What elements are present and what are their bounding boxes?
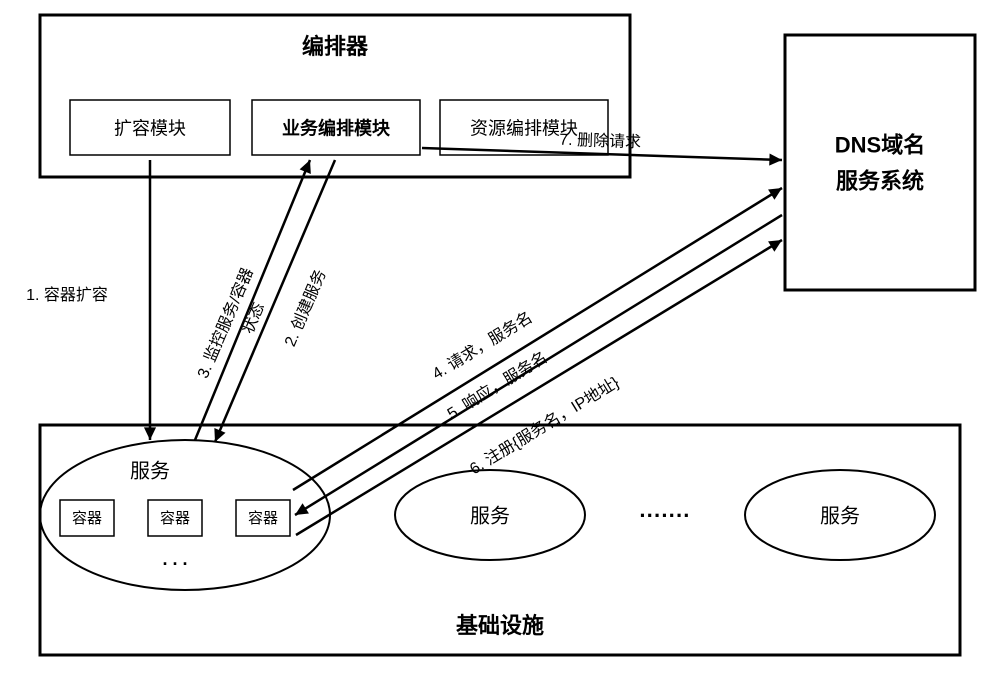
a3a: 3. 监控服务/容器 — [194, 160, 311, 440]
a1: 1. 容器扩容 — [26, 160, 156, 440]
dns-box — [785, 35, 975, 290]
container-label-2: 容器 — [248, 510, 278, 527]
service-main-label: 服务 — [130, 459, 170, 482]
container-label-1: 容器 — [160, 510, 190, 527]
a1-label: 1. 容器扩容 — [26, 286, 108, 304]
dns-line1: DNS域名 — [835, 132, 925, 157]
container-label-0: 容器 — [72, 510, 102, 527]
service-dots: ······· — [639, 503, 690, 528]
a7-label: 7. 删除请求 — [559, 131, 641, 152]
service-ellipse-label-0: 服务 — [470, 504, 510, 527]
container-dots: . . . — [162, 549, 187, 569]
orchestrator-title: 编排器 — [302, 34, 369, 59]
a2-label: 2. 创建服务 — [281, 267, 330, 349]
service-ellipse-label-1: 服务 — [820, 504, 860, 527]
dns-line2: 服务系统 — [836, 168, 924, 193]
module-scale-label: 扩容模块 — [114, 118, 186, 138]
module-business-label: 业务编排模块 — [282, 117, 391, 138]
infrastructure-title: 基础设施 — [456, 613, 544, 638]
